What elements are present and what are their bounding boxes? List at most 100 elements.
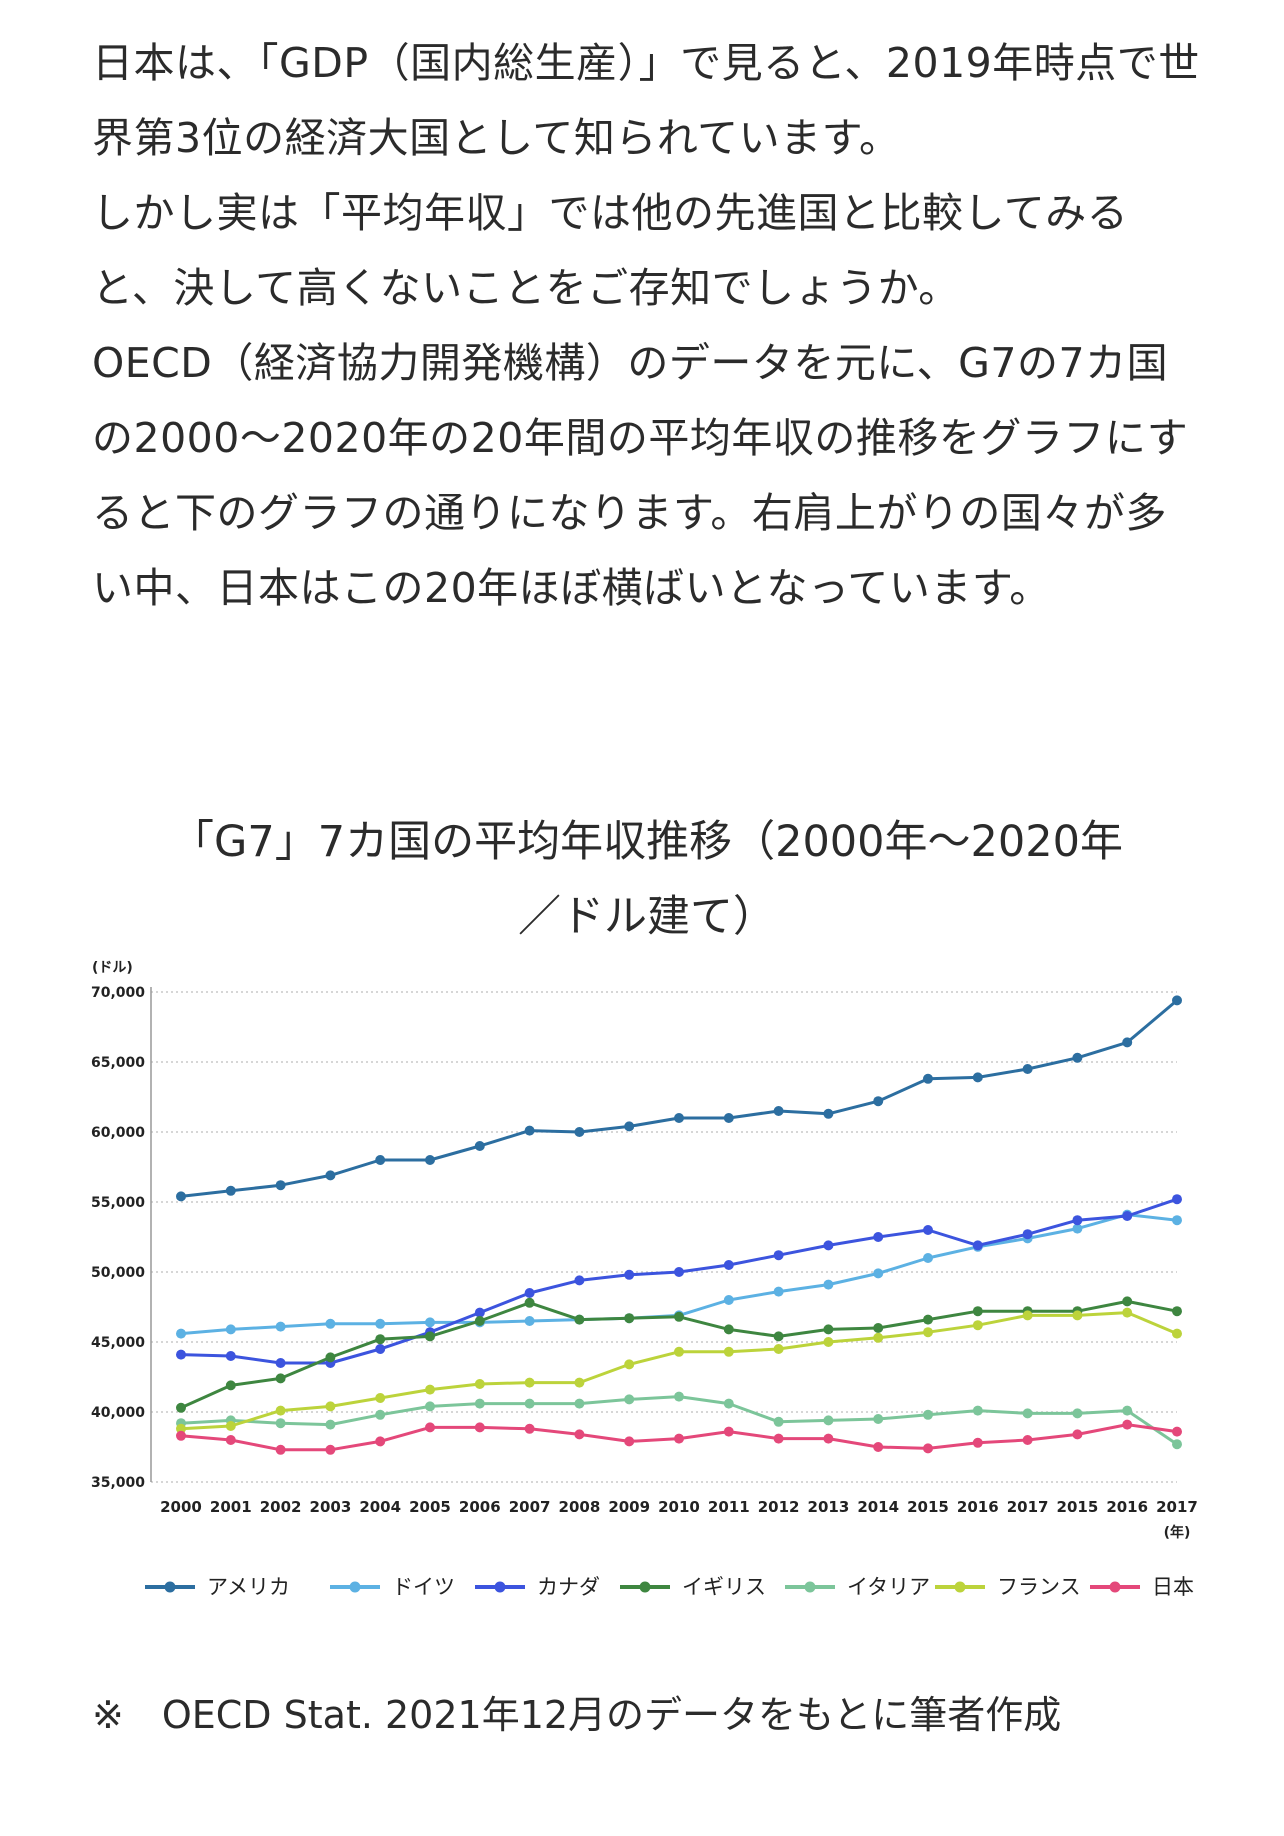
data-point	[1072, 1215, 1083, 1226]
x-tick-label: 2014	[857, 1498, 899, 1516]
data-point	[524, 1377, 535, 1388]
x-tick-label: 2015	[907, 1498, 949, 1516]
data-point	[1172, 1328, 1182, 1339]
data-point	[524, 1297, 535, 1308]
data-point	[624, 1394, 635, 1405]
data-point	[574, 1429, 585, 1440]
y-tick-label: 70,000	[91, 985, 145, 1001]
data-point	[723, 1426, 734, 1437]
data-point	[923, 1409, 933, 1420]
data-point	[325, 1170, 336, 1181]
data-point	[375, 1155, 386, 1165]
data-point	[823, 1324, 834, 1335]
legend-marker	[639, 1581, 651, 1593]
data-point	[923, 1253, 933, 1263]
data-point	[624, 1269, 635, 1280]
x-tick-label: 2016	[957, 1498, 999, 1516]
footnote: ※ OECD Stat. 2021年12月のデータをもとに筆者作成	[92, 1693, 1062, 1737]
legend-marker	[164, 1581, 176, 1593]
x-tick-label: 2011	[708, 1498, 750, 1516]
data-point	[1172, 1426, 1182, 1437]
data-point	[823, 1240, 834, 1251]
data-point	[674, 1113, 684, 1123]
data-point	[972, 1437, 983, 1448]
data-point	[873, 1096, 884, 1107]
data-point	[1122, 1296, 1133, 1307]
data-point	[773, 1344, 784, 1354]
data-point	[723, 1113, 734, 1123]
data-point	[524, 1423, 535, 1434]
y-tick-label: 45,000	[91, 1335, 145, 1351]
data-point	[1072, 1408, 1083, 1419]
x-tick-label: 2006	[459, 1498, 501, 1516]
data-point	[176, 1430, 186, 1441]
x-tick-label: 2009	[608, 1498, 650, 1516]
data-point	[1022, 1408, 1033, 1419]
data-point	[1022, 1229, 1033, 1240]
legend-marker	[1109, 1581, 1121, 1593]
data-point	[1172, 1215, 1182, 1226]
chart-title: 「G7」7カ国の平均年収推移（2000年〜2020年 ／ドル建て）	[92, 805, 1202, 955]
data-point	[972, 1320, 983, 1331]
data-point	[723, 1346, 734, 1357]
chart-title-line-2: ／ドル建て）	[518, 892, 776, 942]
x-tick-label: 2004	[359, 1498, 401, 1516]
data-point	[1122, 1037, 1133, 1048]
data-point	[325, 1419, 336, 1430]
data-point	[823, 1279, 834, 1290]
data-point	[1022, 1064, 1033, 1074]
data-point	[624, 1436, 635, 1447]
data-point	[574, 1275, 585, 1286]
legend-label: ドイツ	[392, 1575, 455, 1599]
legend-label: カナダ	[537, 1575, 600, 1599]
data-point	[1072, 1052, 1083, 1063]
data-point	[275, 1418, 286, 1429]
data-point	[1122, 1307, 1133, 1318]
data-point	[674, 1433, 684, 1444]
data-point	[574, 1314, 585, 1325]
x-tick-label: 2012	[758, 1498, 800, 1516]
data-point	[474, 1398, 485, 1409]
legend-label: アメリカ	[207, 1575, 290, 1599]
data-point	[574, 1377, 585, 1388]
x-tick-label: 2008	[559, 1498, 601, 1516]
legend-label: 日本	[1152, 1575, 1194, 1599]
y-unit-label: (ドル)	[92, 960, 133, 976]
data-point	[375, 1344, 386, 1354]
data-point	[524, 1398, 535, 1409]
data-point	[723, 1295, 734, 1305]
x-unit-label: (年)	[1164, 1524, 1191, 1541]
data-point	[225, 1421, 236, 1431]
data-point	[176, 1423, 186, 1434]
x-tick-label: 2002	[260, 1498, 302, 1516]
legend-label: イギリス	[682, 1575, 766, 1599]
data-point	[723, 1260, 734, 1270]
data-point	[1122, 1419, 1133, 1430]
data-point	[873, 1323, 884, 1333]
data-point	[425, 1422, 435, 1433]
legend-marker	[954, 1581, 966, 1593]
chart-title-line-1: 「G7」7カ国の平均年収推移（2000年〜2020年	[171, 817, 1123, 867]
data-point	[674, 1311, 684, 1322]
data-point	[375, 1436, 386, 1447]
data-point	[425, 1317, 435, 1328]
x-tick-label: 2007	[509, 1498, 551, 1516]
data-point	[923, 1225, 933, 1235]
data-point	[375, 1409, 386, 1420]
legend-marker	[494, 1581, 506, 1593]
legend-marker	[804, 1581, 816, 1593]
article-body: 日本は、「GDP（国内総生産）」で見ると、2019年時点で世界第3位の経済大国と…	[92, 26, 1202, 626]
data-point	[923, 1327, 933, 1338]
data-point	[972, 1240, 983, 1251]
data-point	[823, 1337, 834, 1347]
line-chart: (ドル) 35,000 40,000 45,000 50,000 55,000 60,000…	[91, 960, 1198, 1599]
data-point	[176, 1191, 186, 1202]
data-point	[325, 1352, 336, 1363]
data-point	[624, 1359, 635, 1370]
data-point	[773, 1331, 784, 1342]
data-point	[275, 1373, 286, 1384]
x-tick-label: 2017	[1007, 1498, 1049, 1516]
data-point	[275, 1358, 286, 1368]
data-point	[1122, 1405, 1133, 1416]
data-point	[773, 1433, 784, 1444]
